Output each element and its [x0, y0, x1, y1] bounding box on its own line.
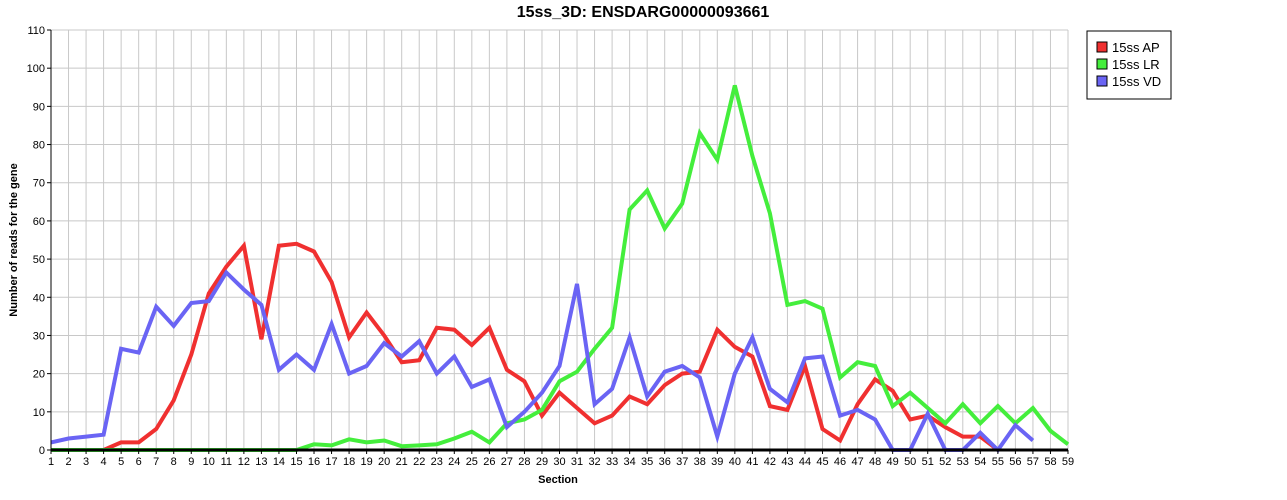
y-tick-label: 110 [27, 25, 45, 37]
y-tick-label: 30 [33, 330, 45, 342]
x-tick-label: 46 [834, 456, 846, 468]
x-tick-label: 25 [466, 456, 478, 468]
x-tick-label: 58 [1044, 456, 1056, 468]
x-tick-label: 52 [939, 456, 951, 468]
x-tick-label: 51 [922, 456, 934, 468]
x-tick-label: 8 [171, 456, 177, 468]
x-tick-label: 26 [483, 456, 495, 468]
x-tick-label: 50 [904, 456, 916, 468]
x-tick-label: 36 [659, 456, 671, 468]
x-tick-label: 39 [711, 456, 723, 468]
legend-swatch [1096, 41, 1108, 53]
x-tick-label: 4 [101, 456, 107, 468]
axes [47, 29, 1069, 454]
x-tick-label: 6 [136, 456, 142, 468]
x-axis-title: Section [538, 474, 578, 486]
x-tick-label: 29 [536, 456, 548, 468]
x-tick-label: 23 [431, 456, 443, 468]
x-tick-label: 43 [781, 456, 793, 468]
chart-title: 15ss_3D: ENSDARG00000093661 [517, 4, 770, 21]
x-tick-label: 7 [153, 456, 159, 468]
x-tick-label: 53 [957, 456, 969, 468]
x-tick-label: 16 [308, 456, 320, 468]
x-tick-label: 41 [746, 456, 758, 468]
x-tick-label: 27 [501, 456, 513, 468]
x-tick-label: 17 [325, 456, 337, 468]
series-line [51, 241, 1000, 452]
x-tick-label: 2 [65, 456, 71, 468]
x-tick-label: 48 [869, 456, 881, 468]
y-tick-label: 0 [39, 445, 45, 457]
x-tick-label: 1 [48, 456, 54, 468]
x-tick-label: 49 [887, 456, 899, 468]
x-tick-label: 13 [255, 456, 267, 468]
x-tick-label: 32 [588, 456, 600, 468]
x-tick-label: 24 [448, 456, 460, 468]
y-tick-label: 50 [33, 254, 45, 266]
legend-swatch [1096, 75, 1108, 87]
x-tick-label: 12 [238, 456, 250, 468]
x-tick-label: 35 [641, 456, 653, 468]
y-tick-label: 90 [33, 101, 45, 113]
x-tick-label: 28 [518, 456, 530, 468]
y-tick-label: 60 [33, 216, 45, 228]
x-tick-label: 42 [764, 456, 776, 468]
y-tick-label: 20 [33, 369, 45, 381]
legend-label: 15ss LR [1112, 57, 1160, 72]
x-tick-label: 14 [273, 456, 285, 468]
x-tick-label: 33 [606, 456, 618, 468]
x-tick-label: 59 [1062, 456, 1074, 468]
series-line [50, 269, 1035, 454]
x-tick-label: 56 [1009, 456, 1021, 468]
x-tick-label: 40 [729, 456, 741, 468]
y-tick-label: 10 [33, 407, 45, 419]
y-axis-title: Number of reads for the gene [8, 163, 20, 316]
y-tick-label: 70 [33, 178, 45, 190]
x-tick-label: 18 [343, 456, 355, 468]
grid [50, 29, 1069, 451]
x-tick-label: 38 [694, 456, 706, 468]
x-tick-label: 3 [83, 456, 89, 468]
x-tick-label: 15 [290, 456, 302, 468]
legend-label: 15ss AP [1112, 40, 1160, 55]
x-tick-label: 19 [360, 456, 372, 468]
x-tick-label: 30 [553, 456, 565, 468]
x-tick-label: 54 [974, 456, 986, 468]
x-tick-label: 34 [624, 456, 636, 468]
x-tick-label: 20 [378, 456, 390, 468]
x-tick-label: 37 [676, 456, 688, 468]
y-tick-label: 40 [33, 292, 45, 304]
y-tick-label: 80 [33, 140, 45, 152]
x-tick-label: 55 [992, 456, 1004, 468]
legend-label: 15ss VD [1112, 74, 1161, 89]
x-tick-label: 57 [1027, 456, 1039, 468]
x-tick-label: 21 [396, 456, 408, 468]
y-tick-label: 100 [27, 63, 45, 75]
x-tick-label: 44 [799, 456, 811, 468]
legend-swatch [1096, 58, 1108, 70]
x-tick-label: 11 [221, 456, 232, 468]
x-tick-label: 10 [203, 456, 215, 468]
legend: 15ss AP 15ss LR 15ss VD [1086, 30, 1172, 100]
x-tick-label: 45 [816, 456, 828, 468]
x-tick-label: 31 [571, 456, 583, 468]
x-tick-label: 5 [118, 456, 124, 468]
x-tick-label: 9 [188, 456, 194, 468]
x-tick-label: 47 [851, 456, 863, 468]
x-tick-label: 22 [413, 456, 425, 468]
